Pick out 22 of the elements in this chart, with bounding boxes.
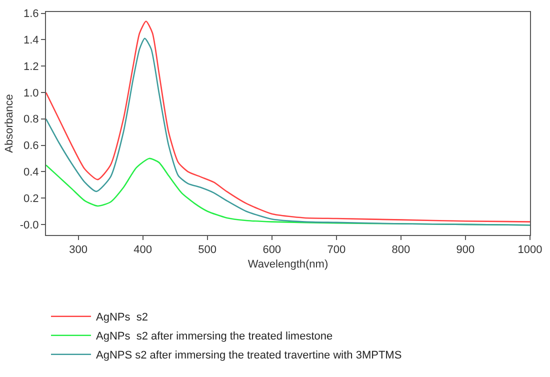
x-tick-label: 600: [262, 244, 282, 256]
x-tick-label: 700: [327, 244, 346, 256]
legend-label: AgNPS s2 after immersing the treated travertine with 3MPTMS: [96, 350, 402, 362]
y-tick-label: 0.8: [24, 114, 39, 126]
legend-label: AgNPs s2: [96, 312, 148, 324]
x-tick-label: 1000: [518, 244, 542, 256]
y-tick-label: 1.6: [24, 8, 39, 20]
y-tick-label: 0.6: [24, 140, 39, 152]
y-axis-title: Absorbance: [3, 94, 16, 153]
x-tick-label: 400: [134, 244, 152, 256]
y-tick-label: -0.0: [20, 219, 39, 232]
y-tick-label: 0.2: [24, 192, 39, 205]
y-tick-label: 1.2: [24, 60, 39, 73]
legend-label: AgNPs s2 after immersing the treated limestone: [96, 330, 333, 343]
x-tick-label: 500: [198, 244, 217, 256]
y-tick-label: 1.0: [24, 87, 39, 100]
x-tick-label: 900: [456, 244, 475, 256]
x-tick-label: 800: [392, 244, 410, 256]
x-tick-label: 300: [69, 244, 88, 256]
y-tick-label: 0.4: [24, 166, 39, 179]
y-tick-label: 1.4: [24, 34, 39, 47]
x-axis-title: Wavelength(nm): [248, 258, 328, 270]
